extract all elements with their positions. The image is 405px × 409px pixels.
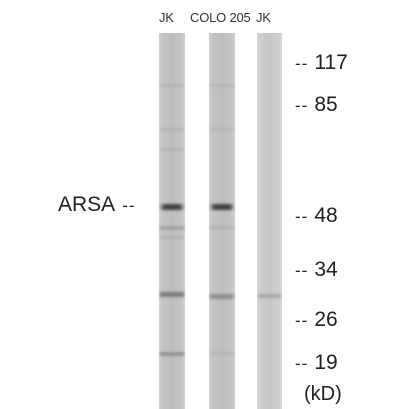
marker-dash: -- [295,54,309,73]
marker-value: 117 [314,51,348,74]
unit-label: (kD) [304,383,342,405]
marker-dash: -- [295,311,309,330]
marker-value: 48 [314,204,338,227]
protein-dash: -- [122,196,136,215]
marker-85: -- 85 [295,94,338,115]
marker-34: -- 34 [295,259,338,280]
marker-19: -- 19 [295,352,338,373]
lane-label-1: JK [159,10,174,25]
lane-1-strip [159,33,185,409]
marker-value: 34 [314,258,338,281]
arsa-band-lane-2 [210,204,234,210]
marker-dash: -- [295,207,309,226]
marker-26: -- 26 [295,309,338,330]
marker-dash: -- [295,261,309,280]
marker-dash: -- [295,354,309,373]
arsa-band-lane-1 [160,204,184,210]
marker-dash: -- [295,96,309,115]
lane-2-strip [209,33,235,409]
marker-value: 85 [314,93,338,116]
lane-label-2: COLO 205 [190,10,251,25]
marker-48: -- 48 [295,205,338,226]
lane-label-3: JK [256,10,271,25]
protein-name: ARSA [58,193,116,216]
protein-label: ARSA -- [58,194,136,215]
marker-117: -- 117 [295,52,348,73]
marker-value: 26 [314,308,338,331]
lane-3-strip [257,33,282,409]
marker-value: 19 [314,351,338,374]
